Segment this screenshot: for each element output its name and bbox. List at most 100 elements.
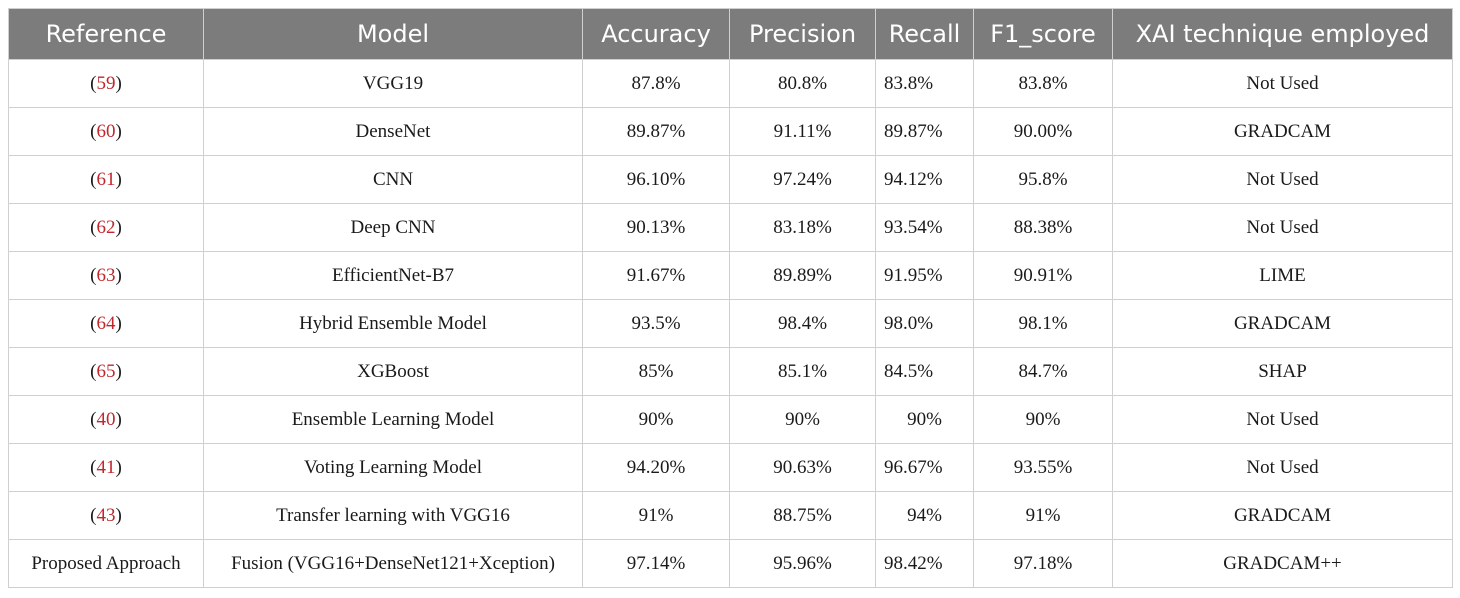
header-accuracy: Accuracy bbox=[582, 8, 730, 60]
recall-cell: 94.12% bbox=[875, 155, 974, 204]
reference-cell: (61) bbox=[8, 155, 204, 204]
f1-cell: 97.18% bbox=[973, 539, 1113, 588]
reference-link[interactable]: 40 bbox=[96, 408, 116, 430]
reference-link[interactable]: 60 bbox=[96, 120, 116, 142]
f1-cell: 90.00% bbox=[973, 107, 1113, 156]
xai-cell: GRADCAM bbox=[1112, 107, 1453, 156]
table-row: (64) Hybrid Ensemble Model 93.5% 98.4% 9… bbox=[8, 299, 1453, 348]
table-row: (60) DenseNet 89.87% 91.11% 89.87% 90.00… bbox=[8, 107, 1453, 156]
reference-cell: (64) bbox=[8, 299, 204, 348]
table-row: (61) CNN 96.10% 97.24% 94.12% 95.8% Not … bbox=[8, 155, 1453, 204]
reference-cell: (40) bbox=[8, 395, 204, 444]
accuracy-cell: 90.13% bbox=[582, 203, 730, 252]
recall-cell: 84.5% bbox=[875, 347, 974, 396]
precision-cell: 88.75% bbox=[729, 491, 876, 540]
header-f1-score: F1_score bbox=[973, 8, 1113, 60]
model-cell: Deep CNN bbox=[203, 203, 583, 252]
model-cell: Transfer learning with VGG16 bbox=[203, 491, 583, 540]
accuracy-cell: 85% bbox=[582, 347, 730, 396]
model-cell: Ensemble Learning Model bbox=[203, 395, 583, 444]
header-recall: Recall bbox=[875, 8, 974, 60]
accuracy-cell: 94.20% bbox=[582, 443, 730, 492]
xai-cell: SHAP bbox=[1112, 347, 1453, 396]
recall-cell: 93.54% bbox=[875, 203, 974, 252]
f1-cell: 84.7% bbox=[973, 347, 1113, 396]
reference-link[interactable]: 59 bbox=[96, 72, 116, 94]
header-precision: Precision bbox=[729, 8, 876, 60]
reference-link[interactable]: 43 bbox=[96, 504, 116, 526]
f1-cell: 90.91% bbox=[973, 251, 1113, 300]
f1-cell: 98.1% bbox=[973, 299, 1113, 348]
precision-cell: 98.4% bbox=[729, 299, 876, 348]
reference-cell: (63) bbox=[8, 251, 204, 300]
recall-cell: 94% bbox=[875, 491, 974, 540]
model-cell: EfficientNet-B7 bbox=[203, 251, 583, 300]
xai-cell: GRADCAM bbox=[1112, 299, 1453, 348]
model-cell: CNN bbox=[203, 155, 583, 204]
f1-cell: 91% bbox=[973, 491, 1113, 540]
xai-cell: Not Used bbox=[1112, 59, 1453, 108]
table-row: (59) VGG19 87.8% 80.8% 83.8% 83.8% Not U… bbox=[8, 59, 1453, 108]
table-row: (43) Transfer learning with VGG16 91% 88… bbox=[8, 491, 1453, 540]
recall-cell: 83.8% bbox=[875, 59, 974, 108]
precision-cell: 83.18% bbox=[729, 203, 876, 252]
f1-cell: 95.8% bbox=[973, 155, 1113, 204]
reference-link[interactable]: 65 bbox=[96, 360, 116, 382]
model-cell: Fusion (VGG16+DenseNet121+Xception) bbox=[203, 539, 583, 588]
header-reference: Reference bbox=[8, 8, 204, 60]
reference-link[interactable]: 63 bbox=[96, 264, 116, 286]
reference-cell: (62) bbox=[8, 203, 204, 252]
reference-cell: (59) bbox=[8, 59, 204, 108]
table-header-row: Reference Model Accuracy Precision Recal… bbox=[8, 8, 1453, 60]
recall-cell: 89.87% bbox=[875, 107, 974, 156]
recall-cell: 90% bbox=[875, 395, 974, 444]
table-row: (62) Deep CNN 90.13% 83.18% 93.54% 88.38… bbox=[8, 203, 1453, 252]
header-model: Model bbox=[203, 8, 583, 60]
precision-cell: 95.96% bbox=[729, 539, 876, 588]
precision-cell: 90% bbox=[729, 395, 876, 444]
model-cell: DenseNet bbox=[203, 107, 583, 156]
reference-cell: (65) bbox=[8, 347, 204, 396]
recall-cell: 96.67% bbox=[875, 443, 974, 492]
reference-link[interactable]: 41 bbox=[96, 456, 116, 478]
precision-cell: 80.8% bbox=[729, 59, 876, 108]
reference-link[interactable]: 61 bbox=[96, 168, 116, 190]
f1-cell: 90% bbox=[973, 395, 1113, 444]
precision-cell: 97.24% bbox=[729, 155, 876, 204]
reference-link[interactable]: 62 bbox=[96, 216, 116, 238]
table-row: (41) Voting Learning Model 94.20% 90.63%… bbox=[8, 443, 1453, 492]
accuracy-cell: 96.10% bbox=[582, 155, 730, 204]
precision-cell: 91.11% bbox=[729, 107, 876, 156]
table-row: (63) EfficientNet-B7 91.67% 89.89% 91.95… bbox=[8, 251, 1453, 300]
reference-cell: (41) bbox=[8, 443, 204, 492]
comparison-table: Reference Model Accuracy Precision Recal… bbox=[8, 8, 1453, 588]
precision-cell: 85.1% bbox=[729, 347, 876, 396]
model-cell: Voting Learning Model bbox=[203, 443, 583, 492]
accuracy-cell: 89.87% bbox=[582, 107, 730, 156]
model-cell: VGG19 bbox=[203, 59, 583, 108]
xai-cell: Not Used bbox=[1112, 395, 1453, 444]
reference-link[interactable]: 64 bbox=[96, 312, 116, 334]
precision-cell: 90.63% bbox=[729, 443, 876, 492]
table-row: (65) XGBoost 85% 85.1% 84.5% 84.7% SHAP bbox=[8, 347, 1453, 396]
table-row: (40) Ensemble Learning Model 90% 90% 90%… bbox=[8, 395, 1453, 444]
recall-cell: 98.0% bbox=[875, 299, 974, 348]
f1-cell: 83.8% bbox=[973, 59, 1113, 108]
accuracy-cell: 91% bbox=[582, 491, 730, 540]
xai-cell: GRADCAM bbox=[1112, 491, 1453, 540]
accuracy-cell: 97.14% bbox=[582, 539, 730, 588]
accuracy-cell: 90% bbox=[582, 395, 730, 444]
reference-cell: (60) bbox=[8, 107, 204, 156]
proposed-approach-row: Proposed Approach Fusion (VGG16+DenseNet… bbox=[8, 539, 1453, 588]
xai-cell: LIME bbox=[1112, 251, 1453, 300]
model-cell: XGBoost bbox=[203, 347, 583, 396]
xai-cell: Not Used bbox=[1112, 443, 1453, 492]
accuracy-cell: 91.67% bbox=[582, 251, 730, 300]
reference-cell: (43) bbox=[8, 491, 204, 540]
reference-cell: Proposed Approach bbox=[8, 539, 204, 588]
recall-cell: 98.42% bbox=[875, 539, 974, 588]
results-table-container: Reference Model Accuracy Precision Recal… bbox=[8, 8, 1453, 588]
f1-cell: 93.55% bbox=[973, 443, 1113, 492]
xai-cell: Not Used bbox=[1112, 203, 1453, 252]
header-xai-technique: XAI technique employed bbox=[1112, 8, 1453, 60]
